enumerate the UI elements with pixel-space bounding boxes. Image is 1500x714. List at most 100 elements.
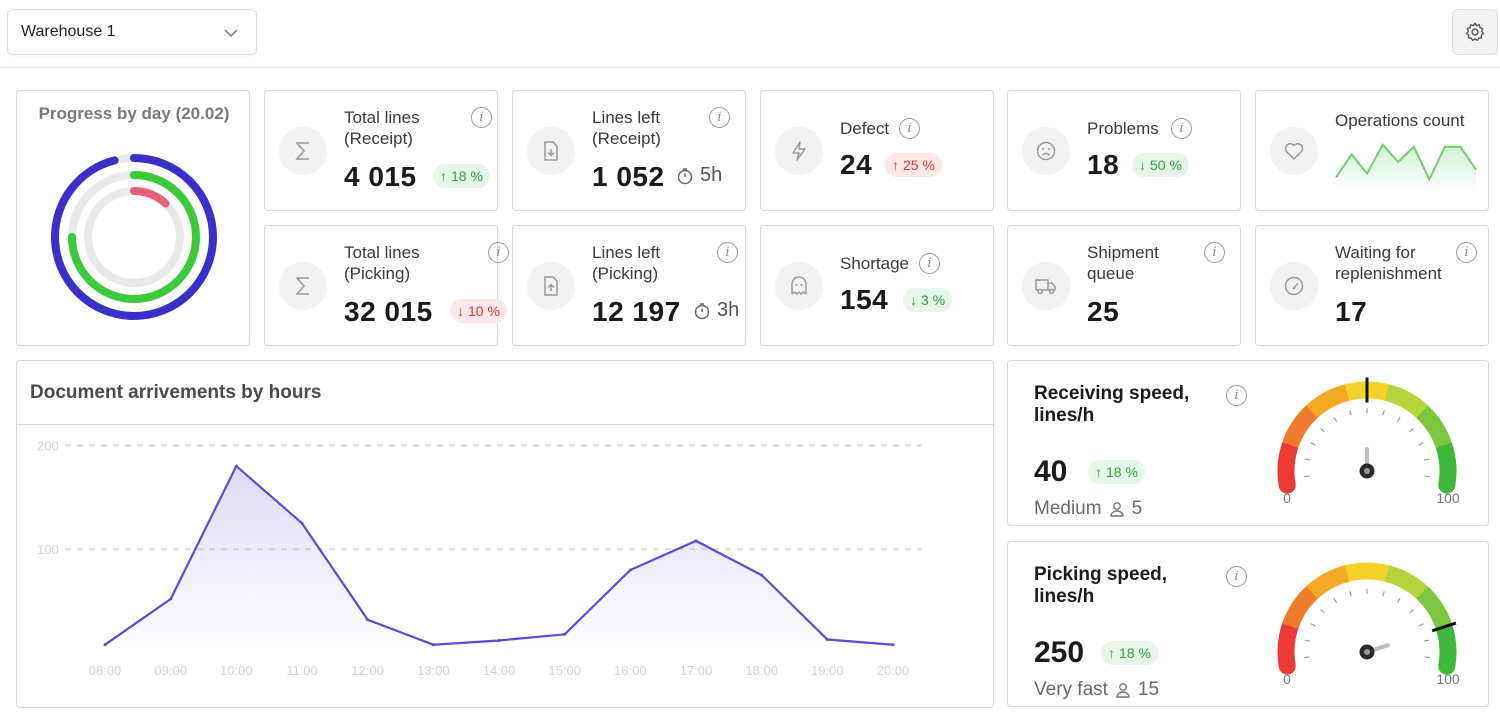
info-icon[interactable]: i (717, 242, 738, 263)
kpi-label: Waiting for replenishment (1335, 243, 1442, 283)
x-tick-label: 14:00 (483, 663, 516, 678)
gauge-tick (1333, 598, 1338, 603)
sigma-icon (279, 262, 327, 310)
lightning-icon (775, 127, 823, 175)
file-upload-icon (527, 262, 575, 310)
gauge-segment (1344, 562, 1390, 582)
trend-badge: ↑ 18 % (1088, 460, 1145, 484)
info-icon[interactable]: i (1226, 385, 1247, 406)
info-icon[interactable]: i (1204, 242, 1225, 263)
kpi-value: 4 015 (344, 161, 417, 192)
gauge-segment (1282, 404, 1319, 449)
info-icon[interactable]: i (1456, 242, 1477, 263)
chart-point (497, 639, 501, 643)
file-download-icon (527, 127, 575, 175)
chart-title: Document arrivements by hours (30, 382, 322, 403)
gauge-segment (1306, 384, 1351, 419)
chart-point (563, 632, 567, 636)
warehouse-select-value: Warehouse 1 (21, 23, 116, 40)
heart-icon (1270, 127, 1318, 175)
speedometer-icon (1270, 262, 1318, 310)
progress-ring-middle (68, 171, 200, 303)
kpi-total-receipt[interactable]: Total lines (Receipt) i 4 015 ↑ 18 % (264, 90, 498, 211)
gauge-segment (1416, 405, 1453, 449)
info-icon[interactable]: i (488, 242, 509, 263)
kpi-shortage[interactable]: Shortage i 154 ↓ 3 % (760, 225, 994, 346)
x-tick-label: 19:00 (811, 663, 844, 678)
arrow-down-icon: ↓ (457, 303, 464, 319)
gauge-hub-inner (1364, 468, 1370, 474)
picking-speed-card: Picking speed, lines/h i 250 ↑ 18 % Very … (1007, 541, 1489, 707)
arrow-down-icon: ↓ (1139, 157, 1146, 173)
x-tick-label: 10:00 (220, 663, 253, 678)
x-tick-label: 18:00 (745, 663, 778, 678)
kpi-value: 12 197 (592, 296, 681, 327)
kpi-label: Defect (840, 119, 890, 138)
kpi-problems[interactable]: Problems i 18 ↓ 50 % (1007, 90, 1241, 211)
arrow-up-icon: ↑ (1095, 464, 1102, 480)
kpi-left-picking[interactable]: Lines left (Picking) i 12 197 3h (512, 225, 746, 346)
gauge-max-label: 100 (1436, 671, 1460, 687)
sparkline-area (1336, 144, 1476, 191)
picking-speed-value: 250 (1034, 636, 1085, 669)
chart-point (103, 643, 107, 647)
chart-point (760, 573, 764, 577)
picking-speed-title: Picking speed, lines/h (1034, 564, 1168, 607)
document-arrivements-card: Document arrivements by hours 100 200 08:0… (16, 360, 994, 708)
kpi-waiting-replenishment[interactable]: Waiting for replenishment i 17 (1255, 225, 1489, 346)
trend-badge: ↓ 50 % (1132, 153, 1189, 177)
kpi-label: Operations count (1335, 111, 1465, 130)
kpi-value: 154 (840, 284, 889, 315)
kpi-label: Shortage (840, 254, 909, 273)
gauge-segment (1282, 585, 1319, 630)
chart-point (366, 618, 370, 622)
gauge-tick (1396, 598, 1401, 603)
kpi-defect[interactable]: Defect i 24 ↑ 25 % (760, 90, 994, 211)
sparkline-line (1335, 143, 1477, 182)
info-icon[interactable]: i (1171, 118, 1192, 139)
kpi-value: 25 (1087, 296, 1120, 327)
gauge-tick (1305, 639, 1311, 642)
receiving-speed-title: Receiving speed, lines/h (1034, 383, 1190, 426)
kpi-value: 24 (840, 149, 873, 180)
gauge-min-label: 0 (1283, 671, 1291, 687)
kpi-total-picking[interactable]: Total lines (Picking) i 32 015 ↓ 10 % (264, 225, 509, 346)
gauge-segment (1384, 384, 1429, 419)
picking-speed-gauge: 0 100 (1277, 562, 1460, 687)
chart-point (169, 597, 173, 601)
arrivements-chart: 100 200 08:00 09:00 10:00 11:00 12:00 13:00 14:0… (37, 438, 922, 678)
user-icon (1116, 683, 1130, 698)
kpi-left-receipt[interactable]: Lines left (Receipt) i 1 052 5h (512, 90, 746, 211)
trend-badge: ↑ 18 % (433, 164, 490, 188)
info-icon[interactable]: i (899, 118, 920, 139)
picking-speed-level: Very fast 15 (1034, 679, 1160, 700)
x-tick-label: 12:00 (351, 663, 384, 678)
gauge-max-label: 100 (1436, 490, 1460, 506)
gauge-cap (1438, 657, 1456, 675)
progress-rings (51, 154, 217, 320)
receiving-speed-value: 40 (1034, 455, 1068, 488)
kpi-shipment-queue[interactable]: Shipment queue i 25 (1007, 225, 1241, 346)
gauge-segment (1306, 565, 1351, 600)
eta: 5h (676, 164, 722, 187)
gauge-tick (1320, 427, 1325, 433)
info-icon[interactable]: i (919, 253, 940, 274)
gauge-segment (1416, 586, 1453, 630)
gauge-tick (1418, 623, 1424, 627)
gauge-hub-inner (1364, 649, 1370, 655)
trend-badge: ↑ 25 % (885, 153, 942, 177)
arrow-up-icon: ↑ (440, 168, 447, 184)
x-tick-label: 16:00 (614, 663, 647, 678)
arrow-up-icon: ↑ (1108, 645, 1115, 661)
chart-point (628, 568, 632, 572)
kpi-operations[interactable]: Operations count (1255, 90, 1489, 211)
info-icon[interactable]: i (709, 107, 730, 128)
warehouse-select[interactable]: Warehouse 1 (7, 9, 257, 55)
top-bar: Warehouse 1 (0, 0, 1500, 68)
info-icon[interactable]: i (1226, 566, 1247, 587)
gauge-tick (1423, 639, 1429, 642)
settings-button[interactable] (1452, 9, 1498, 55)
gauge-min-label: 0 (1283, 490, 1291, 506)
gauge-tick (1349, 591, 1352, 597)
info-icon[interactable]: i (471, 107, 492, 128)
